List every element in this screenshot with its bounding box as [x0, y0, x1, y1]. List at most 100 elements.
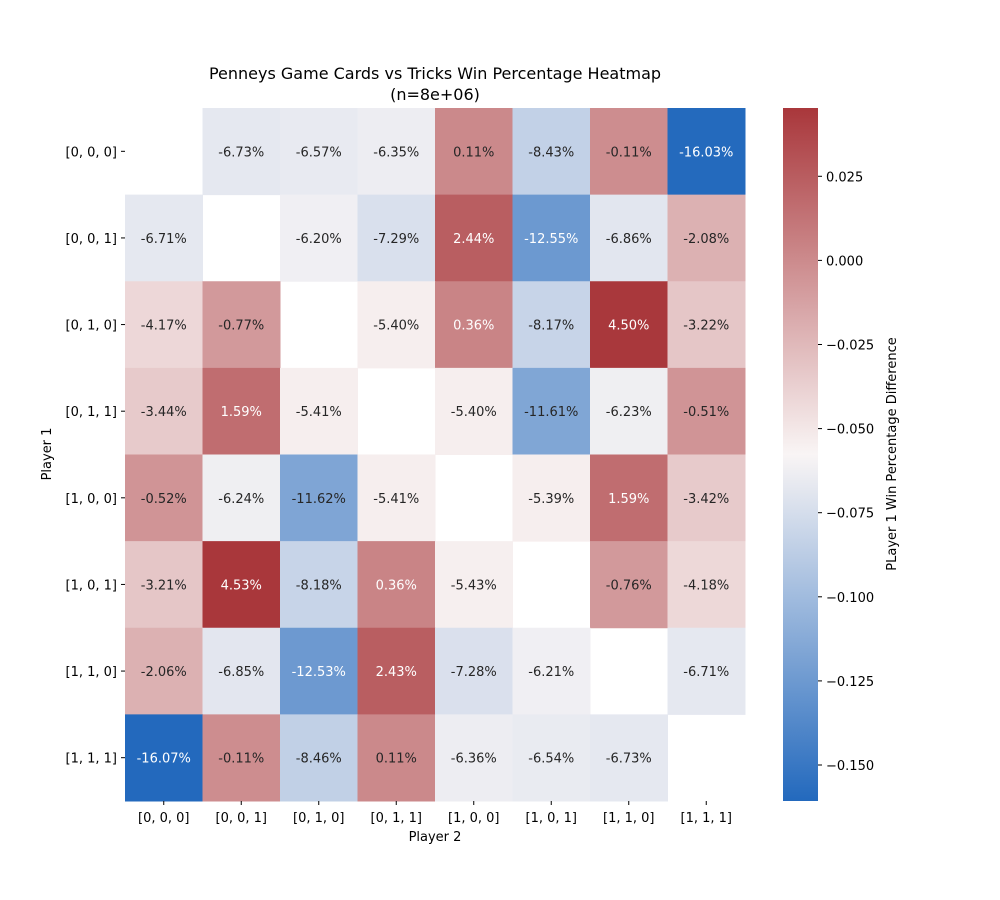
cell-value-label: -0.11% — [218, 752, 264, 767]
heatmap-cell — [512, 714, 591, 802]
x-tick-label: [1, 1, 0] — [603, 811, 655, 826]
heatmap-cell — [357, 194, 436, 282]
cell-value-label: -8.46% — [296, 752, 342, 767]
heatmap-cell — [280, 627, 358, 715]
heatmap-cell — [590, 454, 668, 542]
cell-value-label: -2.08% — [683, 232, 729, 247]
x-tick-label: [0, 0, 1] — [216, 811, 268, 826]
cell-value-label: -6.86% — [606, 232, 652, 247]
cell-value-label: -6.71% — [141, 232, 187, 247]
y-tick-label: [0, 1, 0] — [66, 319, 118, 334]
heatmap-cell — [280, 108, 358, 196]
heatmap-cell — [667, 367, 746, 455]
heatmap-cell — [202, 367, 281, 455]
cell-value-label: -5.39% — [528, 492, 574, 507]
heatmap-cell — [590, 714, 668, 802]
cell-value-label: 4.53% — [221, 578, 262, 593]
heatmap-cell — [590, 108, 668, 196]
cell-value-label: -7.28% — [451, 665, 497, 680]
heatmap-cell — [125, 541, 203, 629]
cell-value-label: -0.11% — [606, 145, 652, 160]
cell-value-label: -7.29% — [373, 232, 419, 247]
cell-value-label: -2.06% — [141, 665, 187, 680]
heatmap-cell — [435, 108, 513, 196]
colorbar-tick-label: −0.100 — [826, 591, 874, 606]
heatmap-cell — [435, 367, 513, 455]
heatmap-cell — [280, 541, 358, 629]
heatmap-cell — [125, 714, 203, 802]
heatmap-cell — [667, 627, 746, 715]
heatmap-cell — [125, 454, 203, 542]
heatmap-cell — [357, 281, 436, 369]
cell-value-label: -6.21% — [528, 665, 574, 680]
x-tick-label: [0, 0, 0] — [138, 811, 190, 826]
colorbar-tick-label: 0.025 — [826, 170, 863, 185]
cell-value-label: -16.03% — [679, 145, 733, 160]
heatmap-cell — [202, 714, 281, 802]
y-tick-label: [1, 1, 0] — [66, 665, 118, 680]
cell-value-label: -5.43% — [451, 578, 497, 593]
colorbar-ticks: 0.025 0.000 −0.025 −0.050 −0.075 −0.100 −0.125… — [818, 170, 874, 774]
x-axis-label: Player 2 — [409, 830, 462, 845]
y-tick-label: [1, 0, 1] — [66, 578, 118, 593]
heatmap-cell — [280, 194, 358, 282]
colorbar-tick-label: −0.075 — [826, 507, 874, 522]
y-tick-label: [0, 0, 0] — [66, 145, 118, 160]
heatmap-cell — [435, 541, 513, 629]
cell-value-label: -11.61% — [524, 405, 578, 420]
cell-value-label: -6.54% — [528, 752, 574, 767]
cell-value-label: 0.36% — [376, 578, 417, 593]
heatmap-cell — [590, 541, 668, 629]
cell-value-label: -5.40% — [373, 319, 419, 334]
cell-value-label: -6.23% — [606, 405, 652, 420]
y-tick-label: [1, 0, 0] — [66, 492, 118, 507]
x-tick-label: [0, 1, 1] — [371, 811, 423, 826]
cell-value-label: -5.41% — [373, 492, 419, 507]
heatmap-cell — [512, 281, 591, 369]
y-tick-label: [0, 1, 1] — [66, 405, 118, 420]
cell-value-label: -5.40% — [451, 405, 497, 420]
cell-value-label: -12.55% — [524, 232, 578, 247]
heatmap-cell — [125, 194, 203, 282]
heatmap-cell — [512, 108, 591, 196]
cell-value-label: -3.44% — [141, 405, 187, 420]
cell-value-label: 2.43% — [376, 665, 417, 680]
cell-value-label: -6.20% — [296, 232, 342, 247]
cell-value-label: -11.62% — [292, 492, 346, 507]
heatmap-cell — [125, 627, 203, 715]
colorbar-tick-label: 0.000 — [826, 254, 863, 269]
chart-subtitle: (n=8e+06) — [390, 85, 480, 104]
heatmap-cell — [435, 714, 513, 802]
cell-value-label: -3.42% — [683, 492, 729, 507]
heatmap-cell — [125, 367, 203, 455]
colorbar-tick-label: −0.150 — [826, 759, 874, 774]
cell-value-label: -8.43% — [528, 145, 574, 160]
heatmap-cell — [357, 541, 436, 629]
heatmap-cell — [512, 194, 591, 282]
cell-value-label: -6.24% — [218, 492, 264, 507]
x-tick-label: [1, 0, 1] — [526, 811, 578, 826]
cell-value-label: -6.73% — [606, 752, 652, 767]
cell-value-label: -6.36% — [451, 752, 497, 767]
heatmap-cell — [357, 714, 436, 802]
heatmap-cell — [667, 194, 746, 282]
heatmap-cell — [590, 194, 668, 282]
cell-value-label: 0.11% — [376, 752, 417, 767]
heatmap-cell — [590, 281, 668, 369]
cell-value-label: 0.11% — [453, 145, 494, 160]
heatmap-cells: -6.73% -6.57% -6.35% 0.11% -8.43% -0.11% -16.0… — [125, 108, 746, 802]
cell-value-label: -3.22% — [683, 319, 729, 334]
cell-value-label: -3.21% — [141, 578, 187, 593]
y-tick-label: [1, 1, 1] — [66, 752, 118, 767]
cell-value-label: 1.59% — [221, 405, 262, 420]
cell-value-label: 2.44% — [453, 232, 494, 247]
x-tick-label: [1, 1, 1] — [681, 811, 733, 826]
heatmap-cell — [512, 454, 591, 542]
heatmap-cell — [667, 454, 746, 542]
cell-value-label: -8.18% — [296, 578, 342, 593]
heatmap-cell — [357, 454, 436, 542]
chart-title: Penneys Game Cards vs Tricks Win Percent… — [209, 64, 661, 83]
heatmap-cell — [202, 541, 281, 629]
colorbar — [783, 108, 818, 801]
